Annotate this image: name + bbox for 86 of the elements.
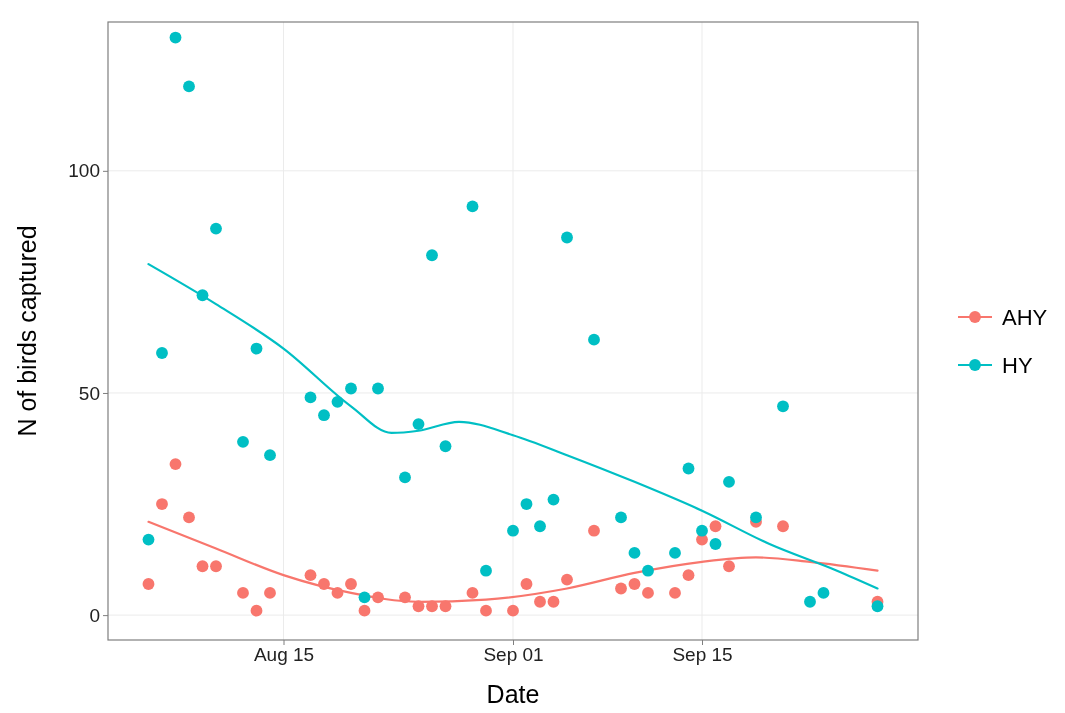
y-tick-label: 0 <box>89 604 100 626</box>
point <box>358 604 371 617</box>
point <box>196 289 209 302</box>
point <box>237 587 249 599</box>
point <box>466 587 479 599</box>
point <box>318 409 330 422</box>
point <box>534 520 546 533</box>
point <box>250 342 263 355</box>
line-series <box>147 263 879 590</box>
point <box>561 573 573 586</box>
point <box>399 591 411 604</box>
point <box>534 595 546 608</box>
point <box>210 222 222 235</box>
point <box>264 449 276 462</box>
point <box>358 591 371 604</box>
point <box>520 498 533 510</box>
point <box>183 80 195 93</box>
x-tick-label: Aug 15 <box>253 644 315 666</box>
point <box>372 382 384 395</box>
point <box>520 578 533 590</box>
point <box>304 569 317 582</box>
point <box>615 582 627 595</box>
point <box>439 600 452 613</box>
point <box>156 498 168 510</box>
point <box>210 560 222 573</box>
y-tick-label: 100 <box>68 160 100 182</box>
point <box>331 395 344 408</box>
point <box>547 493 560 506</box>
point <box>183 511 195 524</box>
point <box>561 231 573 244</box>
point <box>817 587 830 599</box>
point <box>466 200 479 213</box>
point <box>169 31 182 44</box>
point <box>709 520 722 533</box>
point <box>237 435 249 448</box>
legend-label: HY <box>1002 353 1033 378</box>
point <box>142 578 155 590</box>
point <box>156 347 168 359</box>
point <box>142 533 155 546</box>
point <box>696 524 708 537</box>
point <box>439 440 452 453</box>
point <box>507 604 519 617</box>
y-tick-label: 50 <box>78 382 100 404</box>
point <box>750 511 762 524</box>
point <box>669 547 681 559</box>
point <box>480 604 492 617</box>
point <box>628 547 641 559</box>
point <box>426 600 438 613</box>
point <box>345 382 357 395</box>
point <box>426 249 438 262</box>
point <box>372 591 384 604</box>
point <box>777 400 789 413</box>
point <box>318 578 330 590</box>
point <box>682 462 695 475</box>
point <box>588 333 600 346</box>
point <box>628 578 641 590</box>
point <box>169 458 182 470</box>
point <box>250 604 263 617</box>
point <box>723 560 735 573</box>
point <box>331 587 344 599</box>
point <box>304 391 317 404</box>
point <box>588 524 600 537</box>
x-tick-label: Sep 01 <box>483 644 544 666</box>
point <box>196 560 209 573</box>
point <box>507 524 519 537</box>
point <box>669 587 681 599</box>
point <box>547 595 560 608</box>
point <box>723 475 735 488</box>
point <box>642 564 654 577</box>
point <box>264 587 276 599</box>
point <box>682 569 695 582</box>
x-axis-title: Date <box>486 680 540 708</box>
y-axis-title: N of birds captured <box>13 225 41 437</box>
point <box>480 564 492 577</box>
point <box>412 418 425 430</box>
point <box>412 600 425 613</box>
x-tick-label: Sep 15 <box>672 644 733 666</box>
point <box>777 520 789 533</box>
legend-label: AHY <box>1002 305 1048 330</box>
point <box>804 595 816 608</box>
point <box>345 578 357 590</box>
point <box>709 538 722 550</box>
point <box>642 587 654 599</box>
point <box>399 471 411 484</box>
point <box>871 600 884 613</box>
point <box>615 511 627 524</box>
